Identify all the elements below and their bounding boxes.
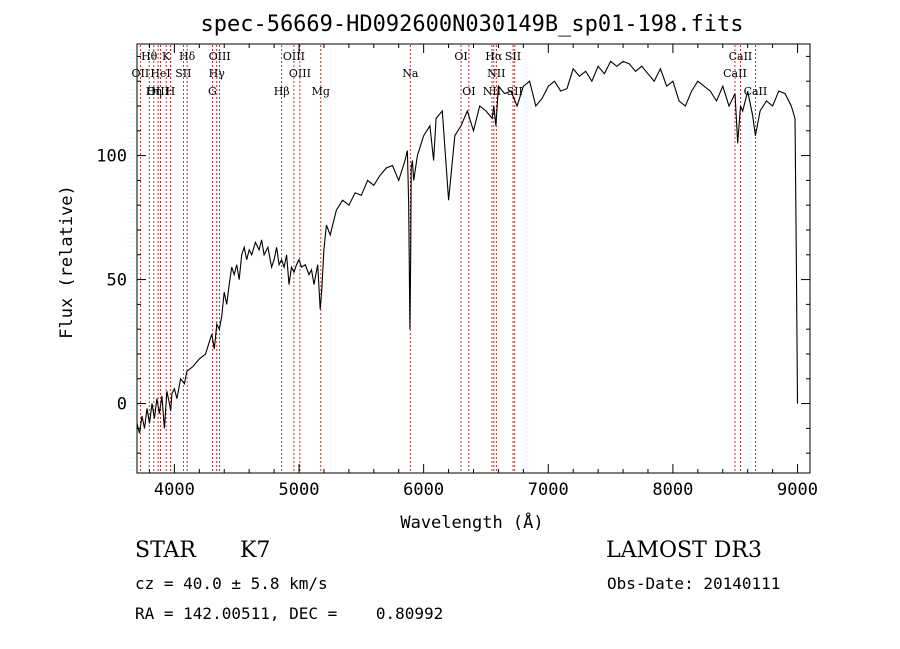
observation-date: Obs-Date: 20140111: [607, 574, 781, 593]
spectral-line-label: NII: [483, 85, 501, 98]
spectral-line-label: Mg: [312, 85, 330, 98]
spectral-line-label: Hη: [146, 85, 162, 98]
spectral-line-label: NII: [487, 67, 505, 80]
spectral-line-label: CaII: [723, 67, 747, 80]
y-tick-label: 50: [107, 271, 127, 291]
plot-frame: [136, 43, 811, 474]
x-tick-label: 4000: [154, 480, 195, 500]
x-axis-label: Wavelength (Å): [400, 511, 543, 533]
survey-name: LAMOST DR3: [606, 538, 762, 563]
y-axis-label: Flux (relative): [57, 185, 77, 339]
spectral-line-label: HeI: [150, 67, 170, 80]
spectral-line-label: OIII: [283, 50, 305, 63]
spectral-line-label: Na: [402, 67, 419, 80]
x-tick-label: 5000: [279, 480, 320, 500]
spectral-line-label: G: [208, 85, 217, 98]
spectral-line-label: OI: [462, 85, 475, 98]
x-tick-label: 6000: [403, 480, 444, 500]
spectral-line-label: CaII: [744, 85, 768, 98]
x-axis-ticks: 4000 5000 6000 7000 8000 9000: [148, 44, 818, 500]
x-tick-label: 9000: [777, 480, 818, 500]
spectral-line-markers: [139, 45, 756, 472]
spectral-line-label: Hθ: [141, 50, 158, 63]
spectral-line-label: OI: [454, 50, 467, 63]
spectral-line-label: SII: [505, 50, 521, 63]
spectral-line-label: SII: [175, 67, 191, 80]
spectral-line-label: H: [166, 85, 176, 98]
spectral-line-label: K: [162, 50, 171, 63]
spectral-line-label: OIII: [147, 85, 169, 98]
flux-series-line: [136, 60, 799, 434]
object-class: STAR: [135, 538, 196, 563]
spectral-line-label: Hβ: [274, 85, 290, 98]
spectral-line-label: OII: [132, 67, 150, 80]
object-subclass: K7: [240, 538, 271, 563]
y-tick-label: 100: [96, 147, 127, 167]
spectral-line-label: Hγ: [209, 67, 226, 80]
chart-title: spec-56669-HD092600N030149B_sp01-198.fit…: [200, 12, 743, 37]
spectral-line-label: OIII: [289, 67, 311, 80]
y-tick-label: 0: [117, 395, 127, 415]
y-axis-ticks: 0 50 100: [96, 55, 810, 454]
spectral-line-label: OIII: [209, 50, 231, 63]
redshift-cz: cz = 40.0 ± 5.8 km/s: [135, 574, 328, 593]
x-tick-label: 8000: [652, 480, 693, 500]
x-tick-label: 7000: [528, 480, 569, 500]
coordinates: RA = 142.00511, DEC = 0.80992: [135, 604, 444, 623]
spectral-line-label: SII: [507, 85, 523, 98]
spectral-line-label: CaII: [729, 50, 753, 63]
spectral-line-label: Hα: [485, 50, 503, 63]
spectral-line-label: Hδ: [179, 50, 196, 63]
